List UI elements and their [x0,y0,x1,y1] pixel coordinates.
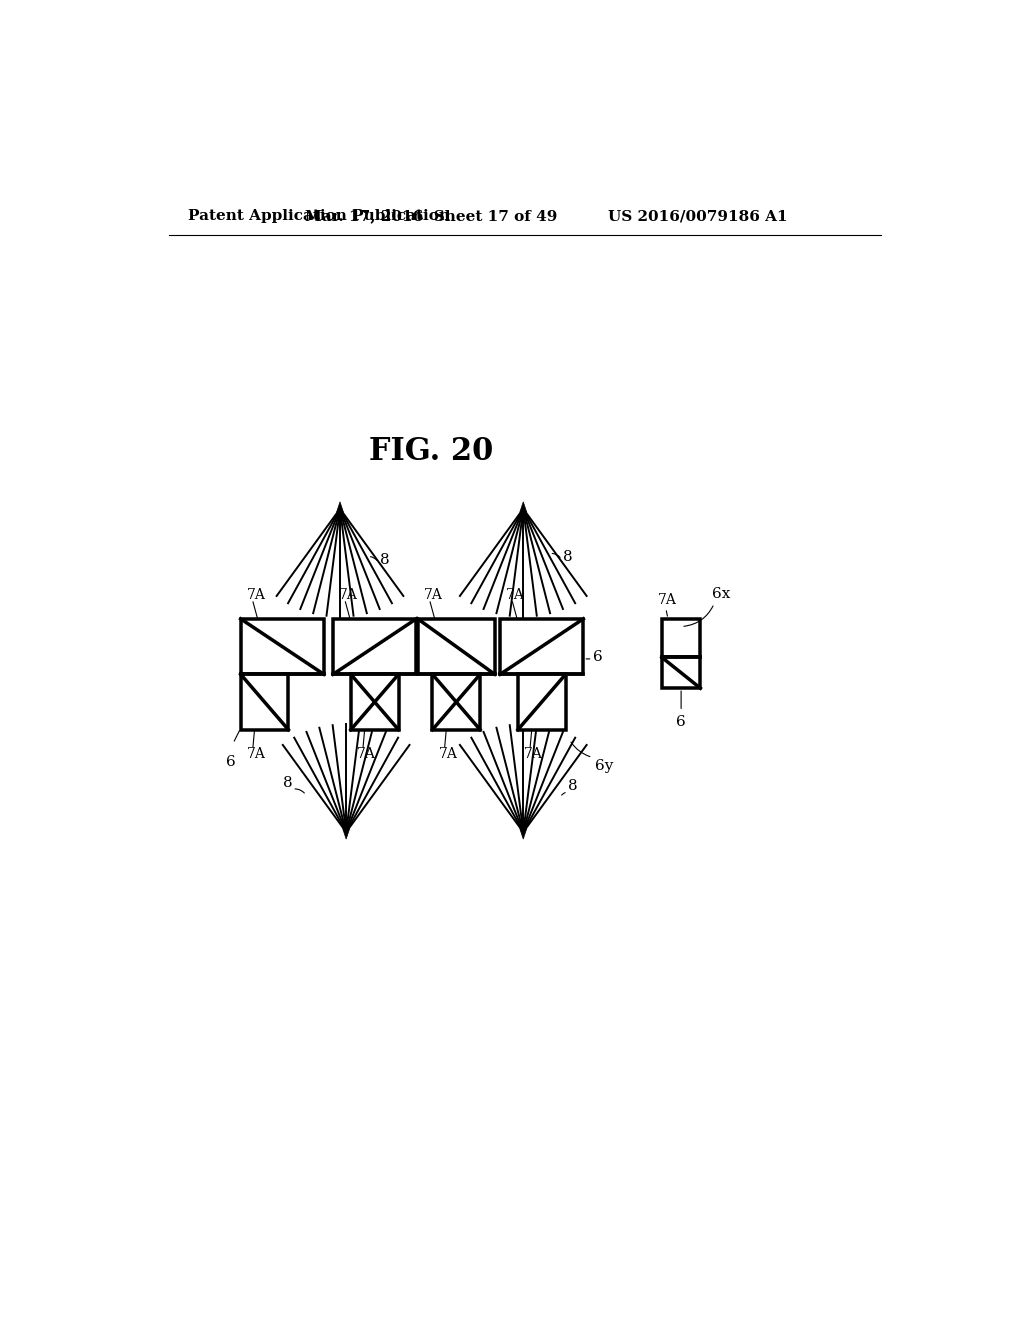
Bar [500,619,584,675]
Bar [662,619,700,657]
Text: Patent Application Publication: Patent Application Publication [188,209,451,223]
Bar [333,619,416,675]
Text: 7A: 7A [247,587,265,602]
Bar [662,657,700,688]
Text: 6y: 6y [595,759,613,774]
Polygon shape [520,829,526,840]
Text: 7A: 7A [339,587,358,602]
Text: 7A: 7A [357,747,376,760]
Text: 7A: 7A [424,587,442,602]
Text: 8: 8 [568,779,578,793]
Text: 8: 8 [283,776,293,791]
Text: 6: 6 [593,651,602,664]
Polygon shape [343,829,349,840]
Bar [351,675,398,730]
Bar [241,675,289,730]
Text: 7A: 7A [247,747,265,760]
Text: 7A: 7A [438,747,458,760]
Text: 7A: 7A [506,587,525,602]
Text: FIG. 20: FIG. 20 [369,436,493,466]
Text: Mar. 17, 2016  Sheet 17 of 49: Mar. 17, 2016 Sheet 17 of 49 [305,209,557,223]
Text: 7A: 7A [524,747,543,760]
Text: 6: 6 [676,715,686,729]
Text: 8: 8 [563,550,572,564]
Polygon shape [520,502,526,512]
Bar [418,619,495,675]
Text: 7A: 7A [658,593,677,607]
Text: 6: 6 [225,755,236,770]
Text: 6x: 6x [712,587,730,601]
Text: US 2016/0079186 A1: US 2016/0079186 A1 [608,209,787,223]
Text: 8: 8 [380,553,390,568]
Polygon shape [337,502,343,512]
Bar [518,675,565,730]
Bar [241,619,324,675]
Bar [432,675,480,730]
